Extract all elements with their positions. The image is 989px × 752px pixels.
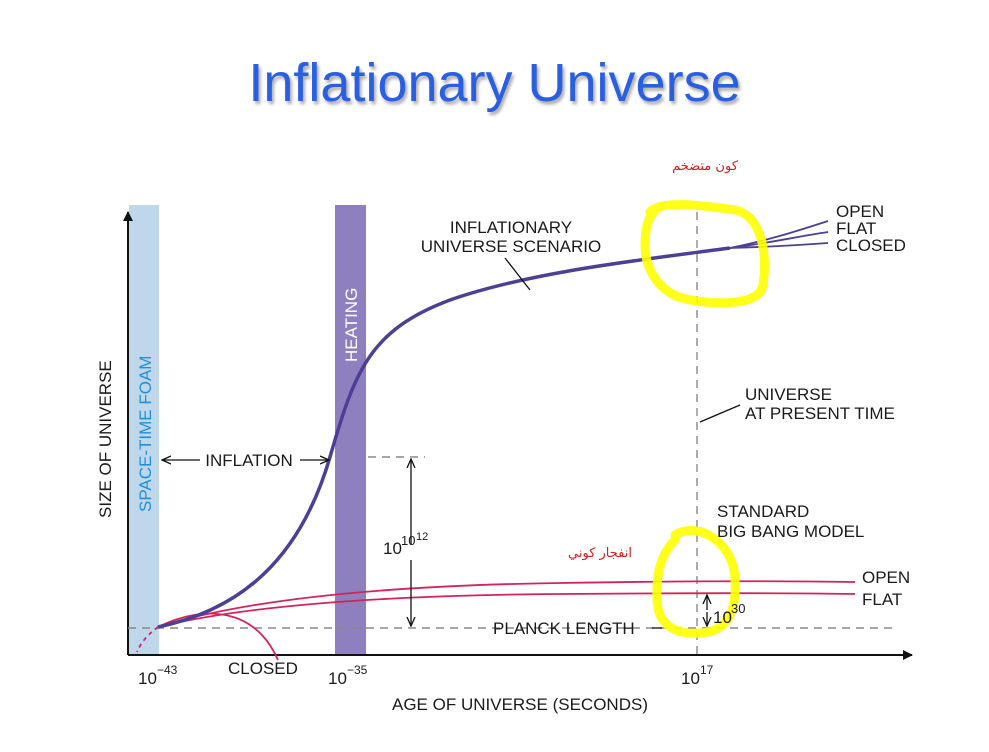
standard-open-curve <box>157 580 856 628</box>
top-highlight-scribble <box>640 200 769 308</box>
size-factor-base: 10 <box>713 608 732 627</box>
expanding-universe-annotation: كون متضخم <box>672 159 739 174</box>
standard-label-line2: BIG BANG MODEL <box>717 522 864 541</box>
planck-length-label: PLANCK LENGTH <box>493 619 635 638</box>
present-time-label-line1: UNIVERSE <box>745 385 832 404</box>
closed-bigbang-curve <box>157 612 279 661</box>
growth-factor-base: 10 <box>383 539 402 558</box>
standard-flat-curve <box>157 592 856 628</box>
spacetime-foam-band <box>129 205 159 655</box>
bottom-flat-label: FLAT <box>862 590 902 609</box>
growth-factor-exp2: 12 <box>416 531 428 543</box>
inflationary-curve <box>157 246 731 629</box>
scenario-label-line1: INFLATIONARY <box>450 218 572 237</box>
closed-label: CLOSED <box>228 659 298 678</box>
bottom-highlight-scribble <box>652 526 740 638</box>
heating-band <box>335 205 366 655</box>
tick-label-base: 10 <box>138 669 157 688</box>
y-axis-label: SIZE OF UNIVERSE <box>96 360 115 518</box>
bottom-open-label: OPEN <box>862 568 910 587</box>
standard-label-line1: STANDARD <box>717 502 809 521</box>
inflationary-open-branch <box>729 220 829 249</box>
tick-label-base: 10 <box>328 669 347 688</box>
tick-label-exp: −35 <box>347 663 368 677</box>
scenario-label-line2: UNIVERSE SCENARIO <box>421 237 601 256</box>
heating-label: HEATING <box>342 288 361 362</box>
big-bang-annotation: انفجار كوني <box>568 546 632 561</box>
size-factor-exp: 30 <box>731 601 745 616</box>
spacetime-foam-label: SPACE-TIME FOAM <box>136 356 155 512</box>
top-open-label: OPEN <box>836 202 884 221</box>
top-closed-label: CLOSED <box>836 236 906 255</box>
x-axis-label: AGE OF UNIVERSE (SECONDS) <box>392 695 648 714</box>
growth-factor-exp: 10 <box>401 533 415 548</box>
tick-label-exp: −43 <box>157 663 178 677</box>
present-time-label-line2: AT PRESENT TIME <box>745 404 895 423</box>
present-time-pointer <box>699 404 741 423</box>
tick-label-exp: 17 <box>700 663 714 677</box>
top-flat-label: FLAT <box>836 219 876 238</box>
slide-title: Inflationary Universe <box>248 53 741 113</box>
scenario-pointer <box>504 257 531 291</box>
inflationary-flat-branch <box>729 231 829 249</box>
early-dashed-curve <box>136 626 159 653</box>
inflationary-closed-branch <box>729 242 829 249</box>
tick-label-base: 10 <box>681 669 700 688</box>
inflation-label: INFLATION <box>205 451 293 470</box>
